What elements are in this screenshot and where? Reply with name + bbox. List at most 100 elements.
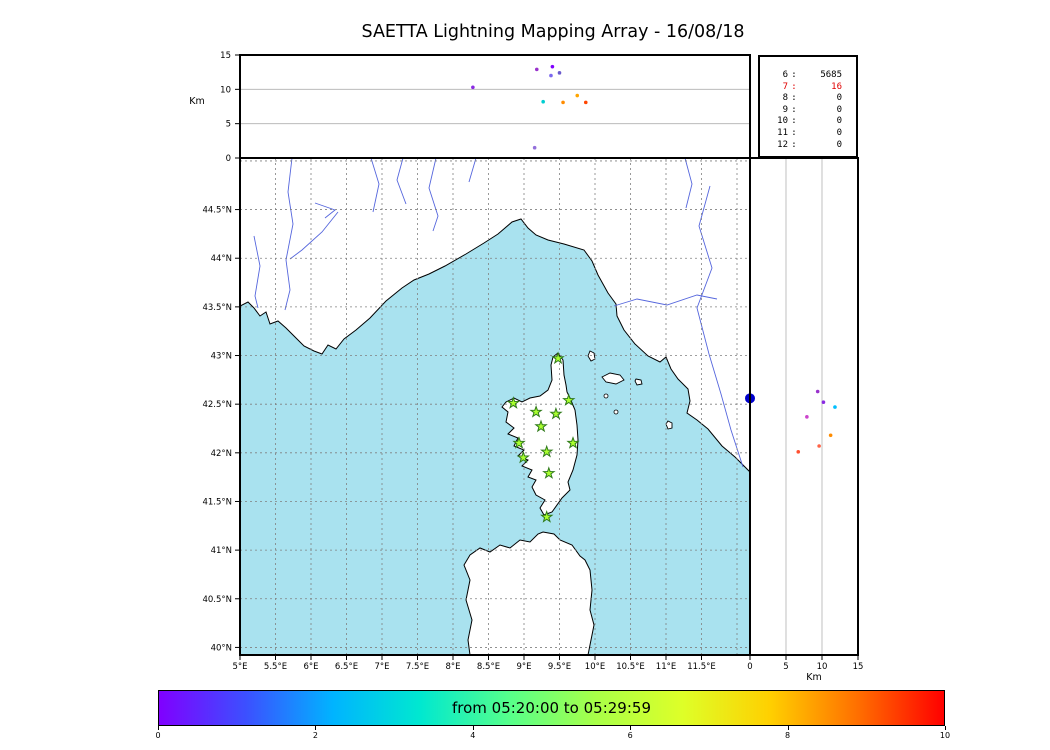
stat-row: 11: 0 <box>760 128 856 140</box>
stat-row: 12: 0 <box>760 140 856 152</box>
colorbar-tick-mark <box>787 726 789 730</box>
vhf-source-point <box>550 64 555 69</box>
station-stats-rows: 6: 5685 7: 16 8: 0 9: 0 10: 0 11: 0 12: 0 <box>760 70 856 151</box>
lma-station-marker <box>542 466 556 479</box>
alt-lat-border <box>749 157 859 656</box>
alt-lat-xtick-label: 15 <box>853 662 864 672</box>
colorbar-tick-mark <box>630 726 632 730</box>
lma-station-marker <box>534 419 548 433</box>
alt-lat-xlabel: Km <box>806 672 821 683</box>
stat-cell: : <box>791 139 797 150</box>
stat-row: 10: 0 <box>760 116 856 128</box>
island <box>613 409 619 415</box>
alt-lon-ytick-label: 15 <box>220 51 231 61</box>
river <box>289 211 339 260</box>
river <box>253 235 261 309</box>
lat-tick-label: 41°N <box>211 546 232 556</box>
stat-cell: : <box>791 116 797 127</box>
lon-tick-label: 6.5°E <box>335 662 358 672</box>
river <box>396 158 407 205</box>
island <box>603 393 609 399</box>
colorbar-tick-mark <box>158 726 159 730</box>
stat-cell: 9 <box>782 104 788 115</box>
vhf-source-point <box>817 444 821 448</box>
land-layer <box>240 158 750 655</box>
lat-tick-label: 42.5°N <box>202 400 232 410</box>
vhf-source-point <box>815 389 820 394</box>
alt-lon-ytick-label: 10 <box>220 85 231 95</box>
vhf-source-point <box>833 405 837 409</box>
stat-row: 9: 0 <box>760 105 856 117</box>
vhf-source-point <box>549 73 553 78</box>
colorbar: from 05:20:00 to 05:29:59 <box>158 690 945 726</box>
lma-station-marker <box>529 404 543 418</box>
stat-cell: 0 <box>836 139 842 150</box>
colorbar-tick-label: 8 <box>785 731 791 740</box>
lat-tick-label: 44.5°N <box>202 206 232 216</box>
coastline <box>463 531 595 655</box>
vhf-source-point <box>532 145 537 150</box>
colorbar-tick-mark <box>945 726 946 730</box>
river <box>428 158 439 232</box>
lma-station-marker <box>551 351 565 365</box>
lma-station-marker <box>516 450 530 464</box>
river <box>314 202 336 219</box>
stat-cell: 0 <box>836 93 842 104</box>
lma-station-marker <box>549 406 563 420</box>
stat-cell: 16 <box>831 81 842 92</box>
lon-tick-label: 9°E <box>516 662 531 672</box>
stat-row: 8: 0 <box>760 93 856 105</box>
river <box>370 158 380 213</box>
vhf-source-point <box>583 100 588 105</box>
stat-cell: 5685 <box>820 70 842 80</box>
colorbar-tick-mark <box>315 726 317 730</box>
lat-tick-label: 44°N <box>211 254 232 264</box>
vhf-source-point <box>534 67 539 72</box>
colorbar-tick-label: 10 <box>939 731 951 740</box>
colorbar-tick-mark <box>472 726 474 730</box>
alt-lat-xtick-label: 0 <box>747 662 752 672</box>
island <box>601 372 625 385</box>
stat-cell: 11 <box>777 127 788 138</box>
lon-tick-label: 5.5°E <box>264 662 287 672</box>
vhf-source-point <box>828 433 833 438</box>
lma-station-marker <box>512 436 526 449</box>
alt-vs-lon-panel: 0 5 10 15 Km <box>189 51 751 164</box>
map-panel: 44.5°N 44°N 43.5°N 43°N 42.5°N 42°N 41.5°N 41°N… <box>202 157 751 672</box>
stat-cell: 0 <box>836 127 842 138</box>
alt-vs-lat-panel: 0 5 10 15 Km <box>745 157 864 683</box>
stat-cell: 7 <box>782 81 788 92</box>
stat-cell: 0 <box>836 104 842 115</box>
station-stats-panel: 6: 5685 7: 16 8: 0 9: 0 10: 0 11: 0 12: 0 <box>758 55 858 158</box>
vhf-source-point <box>541 99 545 104</box>
alt-lon-ytick-label: 5 <box>226 120 231 130</box>
alt-lon-ylabel: Km <box>189 96 204 107</box>
colorbar-ticks: 0 2 4 6 8 10 <box>155 726 950 746</box>
stat-cell: 0 <box>836 116 842 127</box>
lon-tick-label: 7°E <box>374 662 389 672</box>
stat-cell: 12 <box>777 139 788 150</box>
stat-cell: : <box>791 93 797 104</box>
vhf-source-point <box>471 85 475 90</box>
alt-lon-ytick-label: 0 <box>226 154 231 164</box>
stat-cell: 6 <box>782 70 788 80</box>
river <box>468 158 477 183</box>
stat-cell: : <box>791 127 797 138</box>
colorbar-tick-label: 4 <box>470 731 476 740</box>
lat-tick-label: 43°N <box>211 352 232 362</box>
alt-lat-xtick-label: 5 <box>783 662 788 672</box>
lon-tick-label: 9.5°E <box>548 662 571 672</box>
vhf-source-point <box>821 400 826 405</box>
river <box>284 158 294 311</box>
lma-station-marker <box>562 393 576 406</box>
river <box>613 294 718 307</box>
colorbar-tick-label: 0 <box>155 731 161 740</box>
stat-row: 7: 16 <box>760 82 856 94</box>
stat-cell: : <box>791 104 797 115</box>
lon-tick-label: 5°E <box>232 662 247 672</box>
stat-cell: : <box>791 70 797 80</box>
lat-tick-label: 43.5°N <box>202 303 232 313</box>
vhf-source-point <box>575 93 580 98</box>
island <box>587 350 596 362</box>
